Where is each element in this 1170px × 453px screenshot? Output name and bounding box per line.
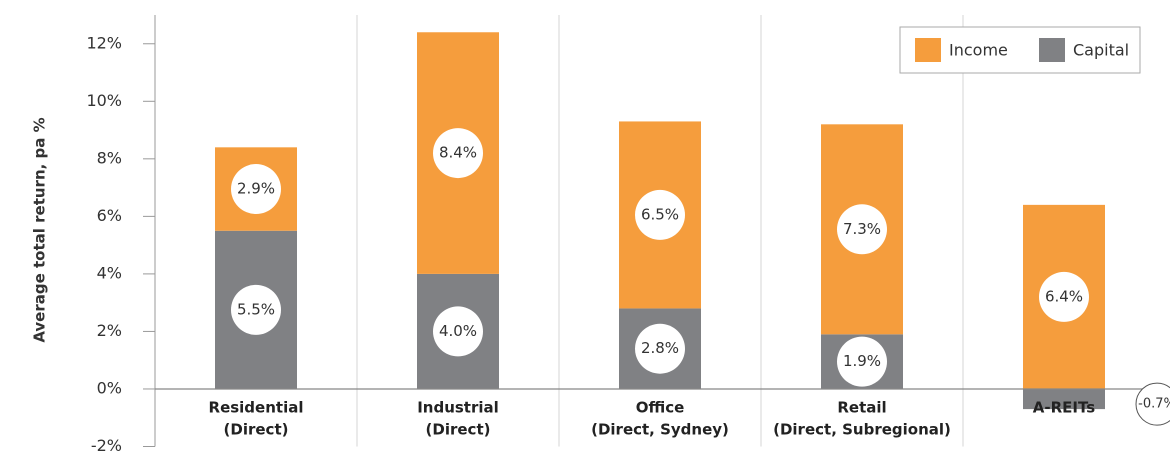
x-tick-label: Retail [837, 399, 886, 417]
y-tick-label: 2% [97, 321, 122, 340]
value-label: 4.0% [439, 322, 477, 340]
y-tick-label: 0% [97, 378, 122, 397]
value-label-bubble [1135, 382, 1170, 426]
value-label: 8.4% [439, 144, 477, 162]
x-tick-label: (Direct) [224, 421, 289, 439]
y-tick-label: -2% [91, 436, 122, 453]
bar-segment [1023, 388, 1105, 410]
y-tick-label: 12% [86, 33, 122, 52]
x-tick-label: Residential [209, 399, 304, 417]
value-label: 1.9% [843, 352, 881, 370]
y-tick-label: 8% [97, 148, 122, 167]
value-label-bubble [433, 128, 483, 179]
value-label: 6.5% [641, 205, 679, 223]
x-tick-label: (Direct, Subregional) [773, 421, 951, 439]
value-label-bubble [231, 164, 281, 215]
legend-label: Income [949, 41, 1008, 60]
y-tick-label: 4% [97, 263, 122, 282]
value-label-bubble [635, 323, 685, 374]
value-label-bubble [837, 336, 887, 387]
y-tick-label: 10% [86, 91, 122, 110]
value-label: 7.3% [843, 220, 881, 238]
x-tick-label: Office [636, 399, 685, 417]
x-tick-label: Industrial [417, 399, 499, 417]
value-label-bubble [433, 306, 483, 357]
y-tick-label: 6% [97, 206, 122, 225]
legend-swatch [1039, 38, 1065, 62]
x-tick-label: A-REITs [1033, 399, 1095, 417]
legend-swatch [915, 38, 941, 62]
value-label: 2.8% [641, 339, 679, 357]
value-label: -0.7% [1138, 397, 1170, 412]
value-label-bubble [1039, 271, 1089, 322]
value-label-bubble [837, 204, 887, 255]
x-tick-label: (Direct, Sydney) [591, 421, 729, 439]
value-label: 6.4% [1045, 287, 1083, 305]
value-label: 2.9% [237, 180, 275, 198]
value-label-bubble [635, 189, 685, 240]
value-label-bubble [231, 284, 281, 335]
y-axis-label: Average total return, pa % [31, 117, 49, 342]
legend-label: Capital [1073, 41, 1129, 60]
value-label: 5.5% [237, 300, 275, 318]
x-tick-label: (Direct) [426, 421, 491, 439]
